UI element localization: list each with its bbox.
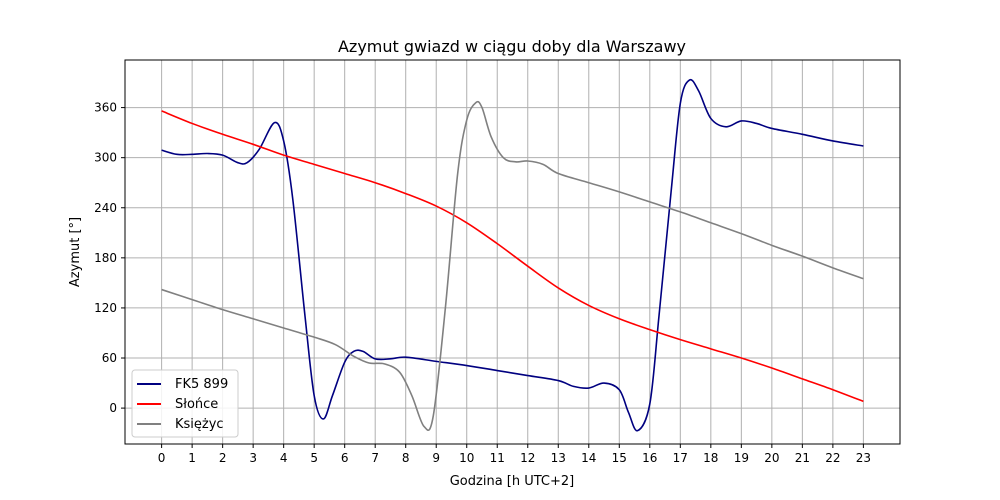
x-tick-label: 1 — [188, 451, 196, 465]
x-tick-label: 16 — [642, 451, 657, 465]
legend-label-ksiezyc: Księżyc — [175, 417, 224, 432]
series-lines — [161, 78, 864, 432]
x-tick-label: 15 — [612, 451, 627, 465]
series-line-fk5-899 — [161, 78, 864, 432]
x-tick-label: 13 — [551, 451, 566, 465]
y-tick-label: 360 — [94, 101, 117, 115]
y-tick-label: 180 — [94, 251, 117, 265]
x-axis-label: Godzina [h UTC+2] — [450, 474, 575, 489]
y-tick-label: 120 — [94, 301, 117, 315]
x-tick-label: 22 — [825, 451, 840, 465]
y-axis-label: Azymut [°] — [68, 217, 83, 287]
series-line-slonce — [161, 110, 864, 403]
x-tick-label: 12 — [520, 451, 535, 465]
x-tick-label: 5 — [310, 451, 318, 465]
legend-box — [131, 369, 239, 438]
x-tick-label: 18 — [703, 451, 718, 465]
x-axis-ticks: 0 1 2 3 4 5 6 7 8 9 10 11 12 13 14 15 16 17 18 19 20 21 22 23 — [158, 444, 871, 465]
x-tick-label: 20 — [764, 451, 779, 465]
x-tick-label: 19 — [734, 451, 749, 465]
x-tick-label: 21 — [795, 451, 810, 465]
x-tick-label: 4 — [280, 451, 288, 465]
y-axis-ticks: 0 60 120 180 240 300 360 — [94, 101, 125, 415]
x-tick-label: 7 — [371, 451, 379, 465]
chart-title: Azymut gwiazd w ciągu doby dla Warszawy — [338, 37, 686, 56]
legend-label-fk5-899: FK5 899 — [175, 377, 228, 392]
legend-label-slonce: Słońce — [175, 397, 218, 412]
x-tick-label: 0 — [158, 451, 166, 465]
grid — [125, 60, 900, 444]
x-tick-label: 14 — [581, 451, 596, 465]
x-tick-label: 10 — [459, 451, 474, 465]
y-tick-label: 240 — [94, 201, 117, 215]
x-tick-label: 3 — [249, 451, 257, 465]
x-tick-label: 9 — [432, 451, 440, 465]
series-line-ksiezyc — [161, 100, 864, 431]
x-tick-label: 8 — [402, 451, 410, 465]
x-tick-label: 6 — [341, 451, 349, 465]
legend: FK5 899 Słońce Księżyc — [131, 369, 239, 438]
x-tick-label: 23 — [856, 451, 871, 465]
y-tick-label: 60 — [102, 351, 117, 365]
x-tick-label: 17 — [673, 451, 688, 465]
plot-frame — [124, 59, 901, 445]
x-tick-label: 11 — [490, 451, 505, 465]
y-tick-label: 300 — [94, 151, 117, 165]
x-tick-label: 2 — [219, 451, 227, 465]
y-tick-label: 0 — [109, 401, 117, 415]
